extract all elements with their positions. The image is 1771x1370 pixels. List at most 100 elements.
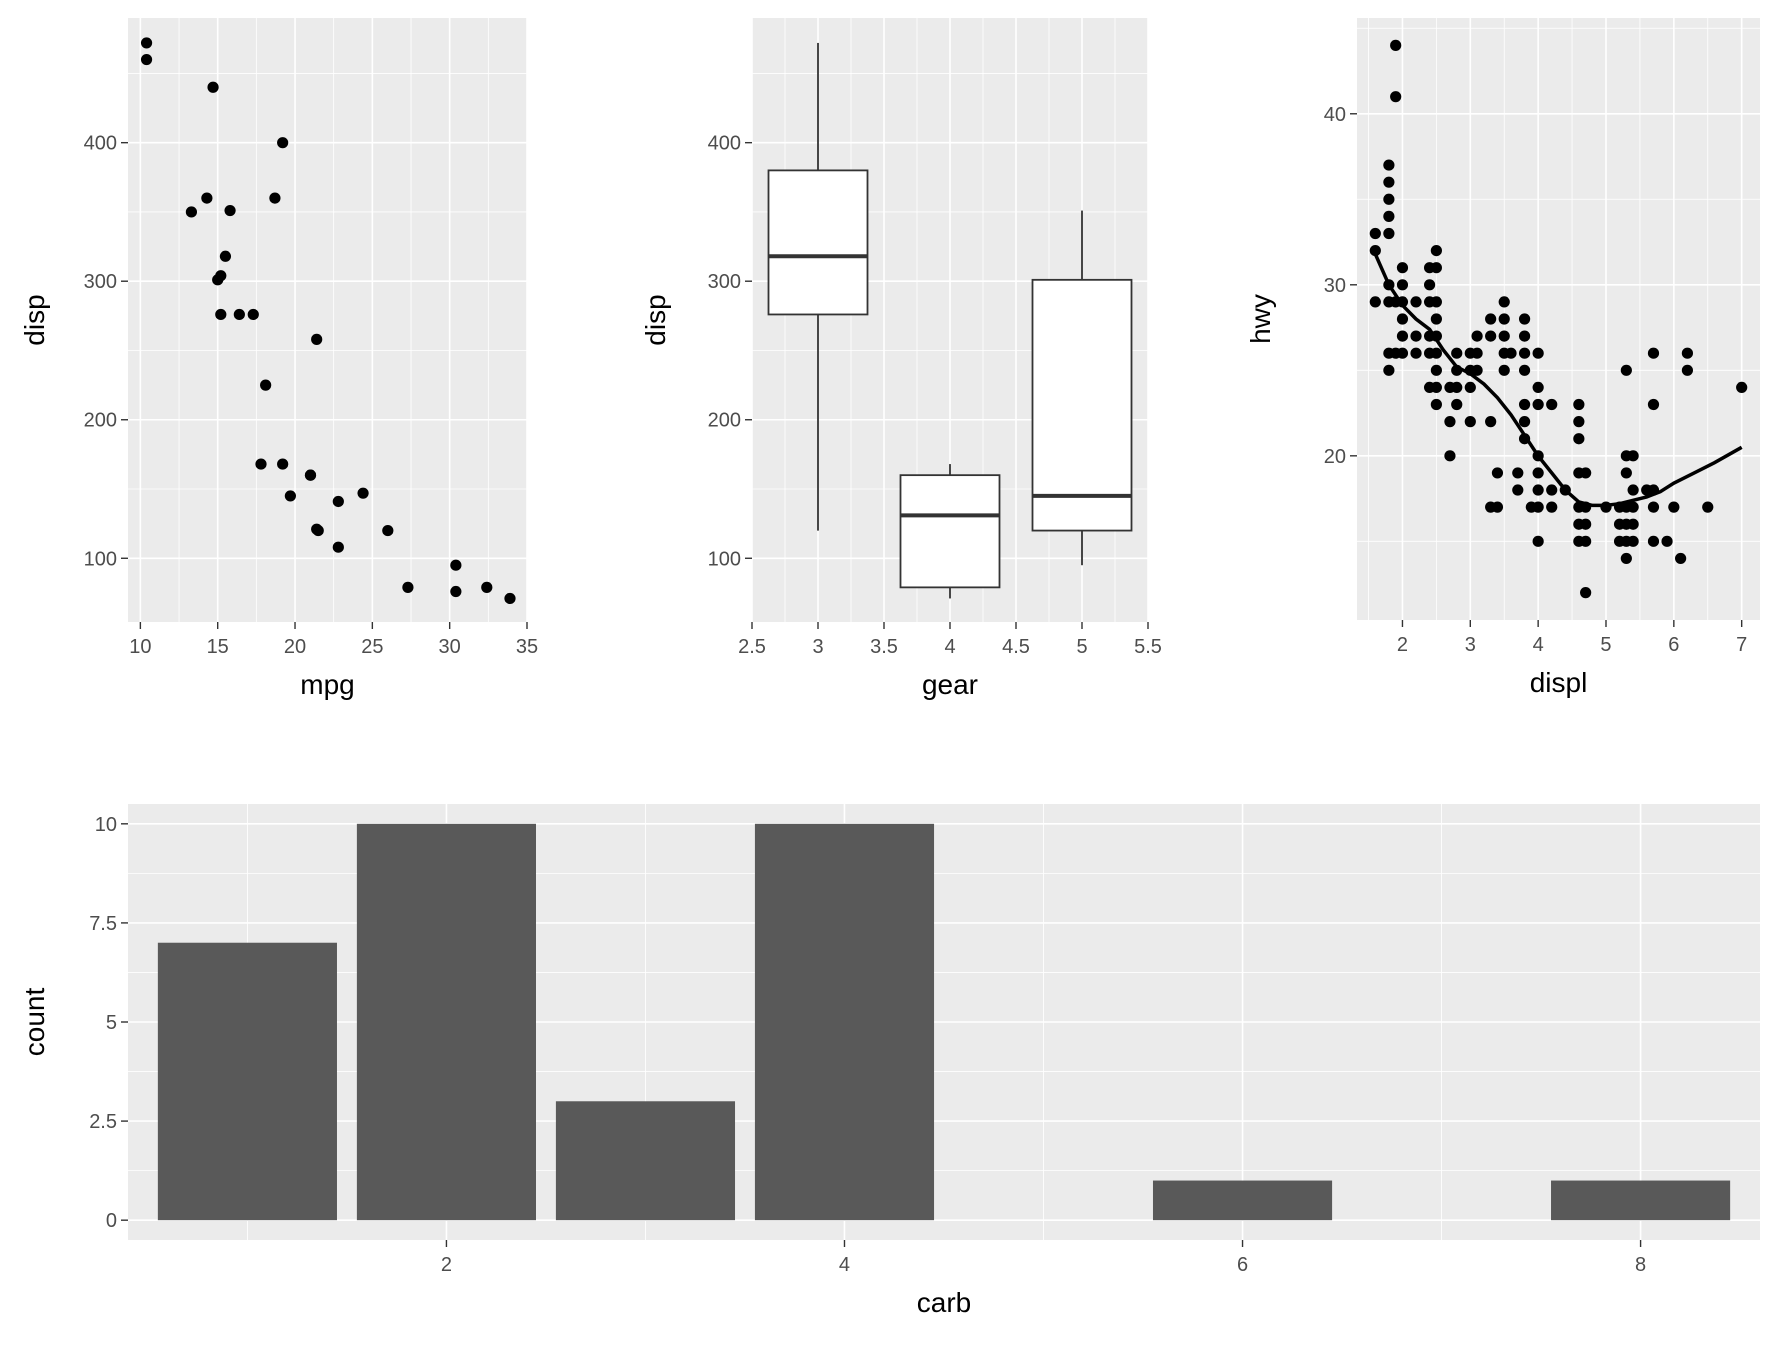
x-tick-label: 25 bbox=[361, 636, 383, 658]
scatter-point bbox=[1580, 535, 1592, 547]
scatter-point bbox=[311, 333, 323, 345]
scatter-point bbox=[1627, 484, 1639, 496]
panel-background bbox=[128, 18, 527, 622]
scatter-point bbox=[1430, 347, 1442, 359]
y-tick-label: 100 bbox=[84, 548, 117, 570]
scatter-point bbox=[224, 204, 236, 217]
scatter-point bbox=[1430, 330, 1442, 342]
scatter-point bbox=[1627, 535, 1639, 547]
scatter-point bbox=[1464, 381, 1476, 394]
scatter-point bbox=[260, 379, 272, 391]
scatter-point bbox=[1390, 39, 1402, 51]
panel-p1: 10 15 20 25 30 35 100 200 300 400 mpg disp bbox=[19, 18, 538, 700]
scatter-point bbox=[1369, 244, 1381, 257]
y-tick-label: 10 bbox=[95, 814, 117, 836]
scatter-point bbox=[1518, 416, 1531, 428]
scatter-point bbox=[312, 524, 324, 537]
scatter-point bbox=[1383, 210, 1395, 222]
x-tick-label: 2 bbox=[441, 1254, 452, 1276]
scatter-point bbox=[1627, 450, 1639, 462]
scatter-point bbox=[1668, 501, 1680, 513]
scatter-point bbox=[1580, 501, 1592, 513]
y-tick-label: 7.5 bbox=[89, 913, 117, 935]
scatter-point bbox=[1396, 296, 1409, 308]
scatter-point bbox=[1647, 484, 1660, 496]
y-axis-title: disp bbox=[19, 294, 50, 345]
scatter-point bbox=[1444, 416, 1456, 428]
scatter-point bbox=[1396, 279, 1409, 291]
x-tick-label: 2.5 bbox=[738, 636, 766, 658]
scatter-point bbox=[1620, 364, 1632, 376]
scatter-point bbox=[1498, 313, 1510, 325]
scatter-point bbox=[1532, 381, 1544, 394]
scatter-point bbox=[1451, 381, 1463, 394]
x-tick-label: 20 bbox=[284, 636, 306, 658]
bar bbox=[555, 1101, 736, 1221]
box-body bbox=[899, 474, 1001, 589]
scatter-point bbox=[269, 192, 281, 204]
scatter-point bbox=[1661, 535, 1673, 547]
x-tick-label: 4 bbox=[944, 636, 955, 658]
scatter-point bbox=[1471, 364, 1483, 376]
scatter-point bbox=[233, 308, 245, 321]
x-tick-label: 10 bbox=[129, 636, 151, 658]
scatter-point bbox=[1627, 501, 1639, 513]
x-axis-title: carb bbox=[917, 1287, 971, 1318]
x-tick-label: 4 bbox=[1533, 634, 1544, 656]
panel-background bbox=[1357, 18, 1760, 620]
scatter-point bbox=[1620, 552, 1632, 565]
scatter-point bbox=[1647, 535, 1660, 547]
x-tick-label: 15 bbox=[207, 636, 229, 658]
bar bbox=[754, 823, 935, 1221]
scatter-point bbox=[1600, 501, 1612, 513]
scatter-point bbox=[1430, 262, 1442, 274]
scatter-point bbox=[1491, 501, 1504, 513]
scatter-point bbox=[1451, 347, 1463, 359]
scatter-point bbox=[1423, 279, 1436, 291]
scatter-point bbox=[1505, 347, 1517, 359]
x-axis-title: gear bbox=[922, 669, 978, 700]
scatter-point bbox=[1627, 518, 1639, 530]
scatter-point bbox=[219, 250, 232, 262]
scatter-point bbox=[1410, 296, 1422, 308]
scatter-point bbox=[212, 274, 224, 286]
panel-p4: 2 4 6 8 0 2.5 5 7.5 10 carb count bbox=[19, 804, 1760, 1318]
scatter-point bbox=[1647, 501, 1660, 513]
scatter-point bbox=[304, 469, 317, 481]
x-tick-label: 5 bbox=[1076, 636, 1087, 658]
scatter-point bbox=[140, 37, 153, 49]
panel-p2: 2.5 3 3.5 4 4.5 5 5.5 100 200 300 400 gear disp bbox=[640, 18, 1162, 700]
scatter-point bbox=[1430, 313, 1442, 325]
scatter-point bbox=[504, 592, 516, 605]
bar bbox=[1551, 1180, 1731, 1221]
box-1 bbox=[767, 42, 869, 531]
scatter-point bbox=[1430, 398, 1442, 411]
scatter-point bbox=[1383, 227, 1395, 240]
scatter-point bbox=[1396, 313, 1409, 325]
scatter-point bbox=[1491, 467, 1504, 479]
y-tick-label: 300 bbox=[708, 271, 741, 293]
scatter-point bbox=[1485, 330, 1497, 342]
bar bbox=[1152, 1180, 1333, 1221]
scatter-point bbox=[1464, 416, 1476, 428]
scatter-point bbox=[1532, 484, 1544, 496]
box-2 bbox=[899, 464, 1001, 599]
x-tick-label: 6 bbox=[1668, 634, 1679, 656]
scatter-point bbox=[1681, 347, 1694, 359]
x-axis-title: mpg bbox=[300, 669, 354, 700]
scatter-point bbox=[1471, 330, 1483, 342]
box-body bbox=[767, 169, 869, 316]
scatter-point bbox=[1573, 398, 1585, 411]
scatter-point bbox=[1647, 347, 1660, 359]
scatter-point bbox=[1546, 398, 1558, 411]
scatter-point bbox=[215, 308, 227, 321]
scatter-point bbox=[402, 581, 414, 593]
scatter-point bbox=[1580, 587, 1592, 599]
scatter-point bbox=[1518, 330, 1531, 342]
scatter-point bbox=[1736, 381, 1748, 394]
scatter-point bbox=[1580, 467, 1592, 479]
scatter-point bbox=[1532, 467, 1544, 479]
scatter-point bbox=[1532, 450, 1544, 462]
x-tick-label: 4.5 bbox=[1002, 636, 1030, 658]
scatter-point bbox=[1485, 416, 1497, 428]
